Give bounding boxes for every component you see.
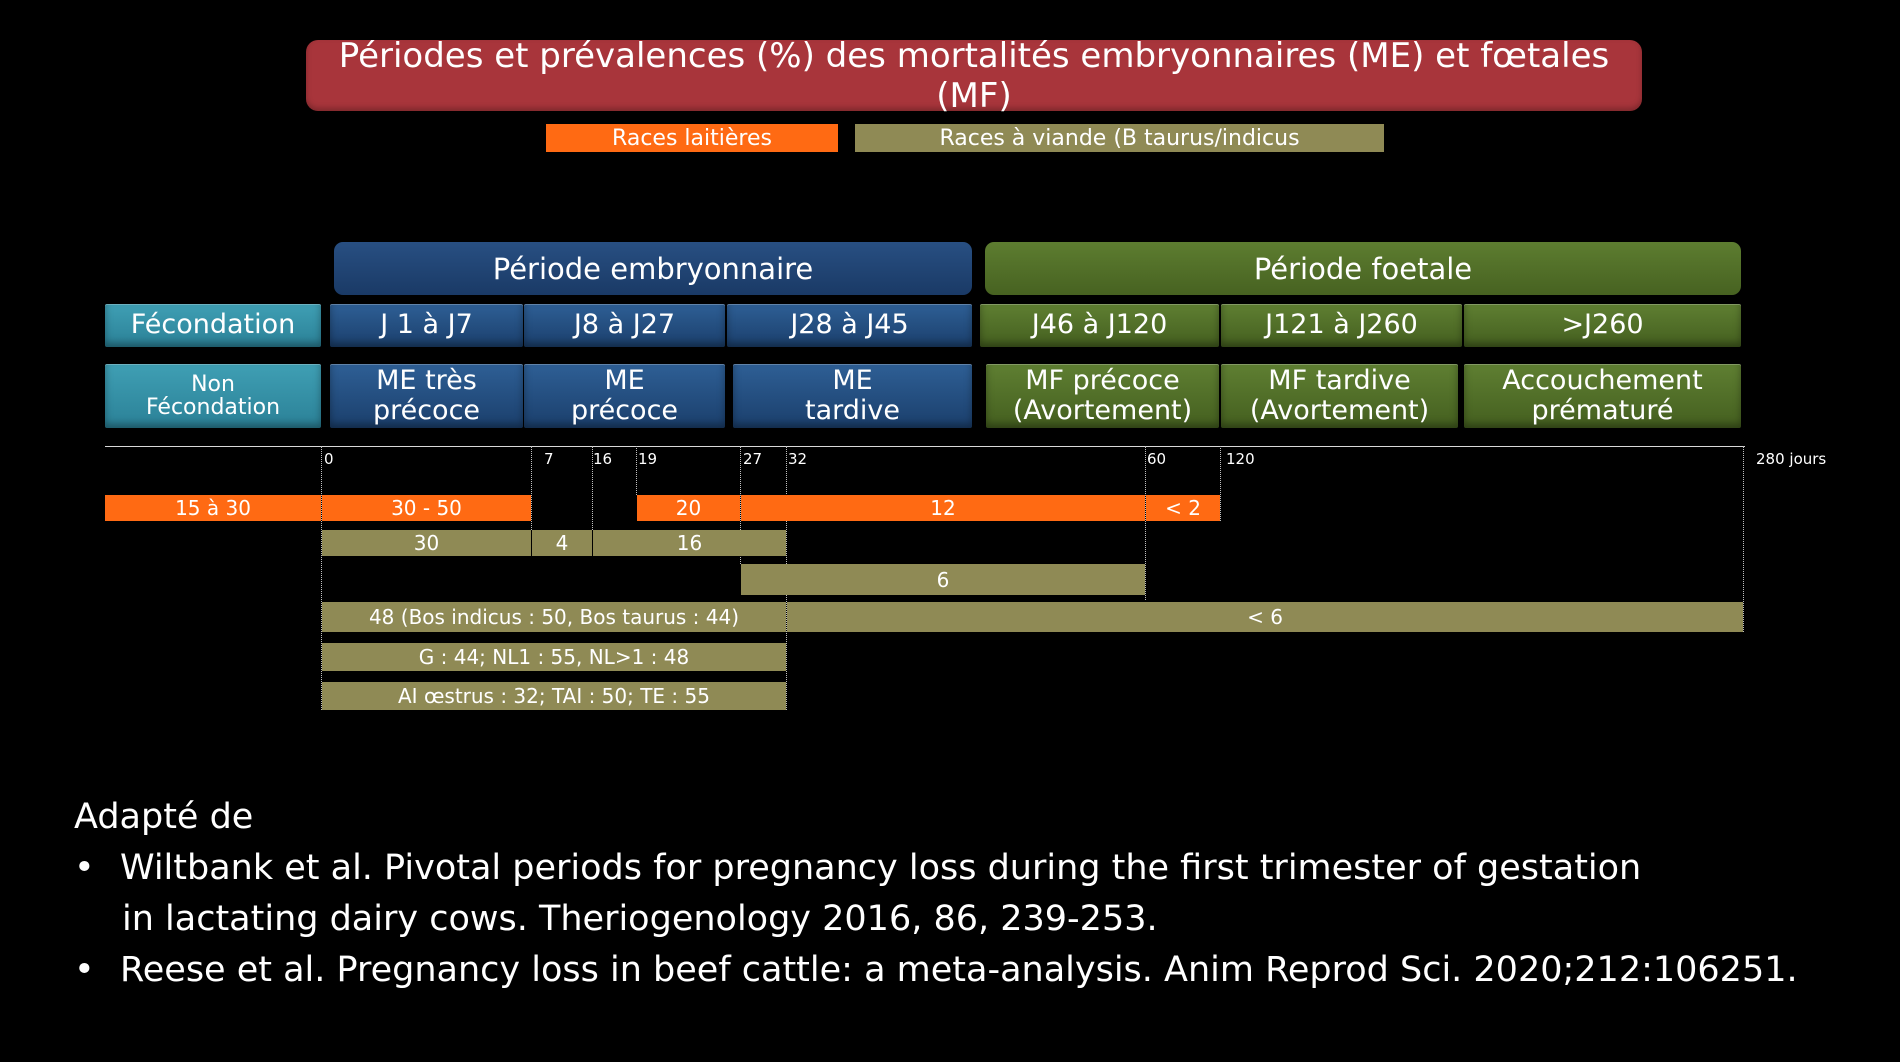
cell-me-tardive-line2: tardive: [805, 395, 900, 426]
cell-me-precoce-line2: précoce: [570, 395, 679, 426]
tick-label-16: 16: [593, 450, 613, 468]
guide-day-60: [1145, 446, 1146, 600]
tick-label-32: 32: [788, 450, 808, 468]
bar-dairy-day0-7: 30 - 50: [322, 495, 531, 521]
cell-non-fecondation-line2: Fécondation: [145, 395, 281, 420]
guide-day-27: [740, 446, 741, 564]
tick-label-27: 27: [743, 450, 763, 468]
bar-dairy-pre-fecondation: 15 à 30: [105, 495, 321, 521]
bar-beef-day7-16: 4: [532, 530, 592, 556]
page-title: Périodes et prévalences (%) des mortalit…: [306, 36, 1642, 116]
cell-mf-tardive: MF tardive (Avortement): [1221, 364, 1458, 428]
legend-dairy: Races laitières: [546, 124, 838, 152]
bar-beef-species: 48 (Bos indicus : 50, Bos taurus : 44): [322, 602, 786, 632]
period-embryonnaire: Période embryonnaire: [334, 242, 972, 295]
cell-me-tres-precoce-line2: précoce: [372, 395, 481, 426]
bar-beef-day16-32: 16: [593, 530, 786, 556]
cell-non-fecondation: Non Fécondation: [105, 364, 321, 428]
bar-beef-parity: G : 44; NL1 : 55, NL>1 : 48: [322, 643, 786, 671]
tick-label-19: 19: [638, 450, 658, 468]
bar-beef-day32-280: < 6: [787, 602, 1743, 632]
legend-beef: Races à viande (B taurus/indicus: [855, 124, 1384, 152]
guide-day-16: [592, 446, 593, 530]
cell-me-tres-precoce: ME très précoce: [330, 364, 523, 428]
tick-label-0: 0: [324, 450, 334, 468]
reference-1: • Wiltbank et al. Pivotal periods for pre…: [74, 843, 1874, 894]
cell-mf-tardive-line1: MF tardive: [1268, 364, 1411, 396]
reference-1-line2: in lactating dairy cows. Theriogenology …: [122, 899, 1158, 939]
guide-day-19: [636, 446, 637, 495]
guide-day-280: [1743, 446, 1744, 632]
tick-label-120: 120: [1226, 450, 1255, 468]
cell-accouchement-line1: Accouchement: [1502, 364, 1703, 396]
cell-me-tardive: ME tardive: [733, 364, 972, 428]
cell-j121-j260: J121 à J260: [1221, 304, 1462, 347]
guide-day-0: [321, 446, 322, 710]
bar-dairy-day27-60: 12: [741, 495, 1145, 521]
cell-mf-tardive-line2: (Avortement): [1249, 395, 1430, 426]
bar-beef-day0-7: 30: [322, 530, 531, 556]
bullet-icon: •: [74, 950, 95, 990]
cell-j1-j7: J 1 à J7: [330, 304, 523, 347]
cell-me-tres-precoce-line1: ME très: [376, 364, 477, 396]
timeline-axis: [105, 446, 1745, 447]
tick-label-7: 7: [544, 450, 554, 468]
bar-dairy-day19-27: 20: [637, 495, 740, 521]
tick-label-60: 60: [1147, 450, 1167, 468]
cell-fecondation: Fécondation: [105, 304, 321, 347]
cell-mf-precoce: MF précoce (Avortement): [986, 364, 1219, 428]
cell-gt-j260: >J260: [1464, 304, 1741, 347]
cell-mf-precoce-line2: (Avortement): [1012, 395, 1193, 426]
cell-j28-j45: J28 à J45: [727, 304, 972, 347]
period-foetale: Période foetale: [985, 242, 1741, 295]
guide-day-120: [1220, 446, 1221, 521]
cell-mf-precoce-line1: MF précoce: [1025, 364, 1180, 396]
references: Adapté de • Wiltbank et al. Pivotal perio…: [74, 792, 1874, 996]
reference-2-text: Reese et al. Pregnancy loss in beef catt…: [120, 950, 1798, 990]
references-intro: Adapté de: [74, 797, 254, 837]
cell-me-tardive-line1: ME: [832, 364, 873, 396]
cell-accouchement-line2: prématuré: [1531, 395, 1674, 426]
bar-beef-day27-60: 6: [741, 564, 1145, 595]
cell-non-fecondation-line1: Non: [191, 371, 235, 397]
cell-j8-j27: J8 à J27: [524, 304, 725, 347]
bar-beef-method: AI œstrus : 32; TAI : 50; TE : 55: [322, 682, 786, 710]
cell-me-precoce-line1: ME: [604, 364, 645, 396]
bar-dairy-day60-120: < 2: [1146, 495, 1220, 521]
cell-accouchement-premature: Accouchement prématuré: [1464, 364, 1741, 428]
guide-day-7: [531, 446, 532, 530]
bullet-icon: •: [74, 848, 95, 888]
cell-me-precoce: ME précoce: [524, 364, 725, 428]
cell-j46-j120: J46 à J120: [980, 304, 1219, 347]
reference-1-line1: Wiltbank et al. Pivotal periods for preg…: [120, 848, 1642, 888]
tick-label-280: 280 jours: [1756, 450, 1827, 468]
reference-2: • Reese et al. Pregnancy loss in beef cat…: [74, 945, 1874, 996]
